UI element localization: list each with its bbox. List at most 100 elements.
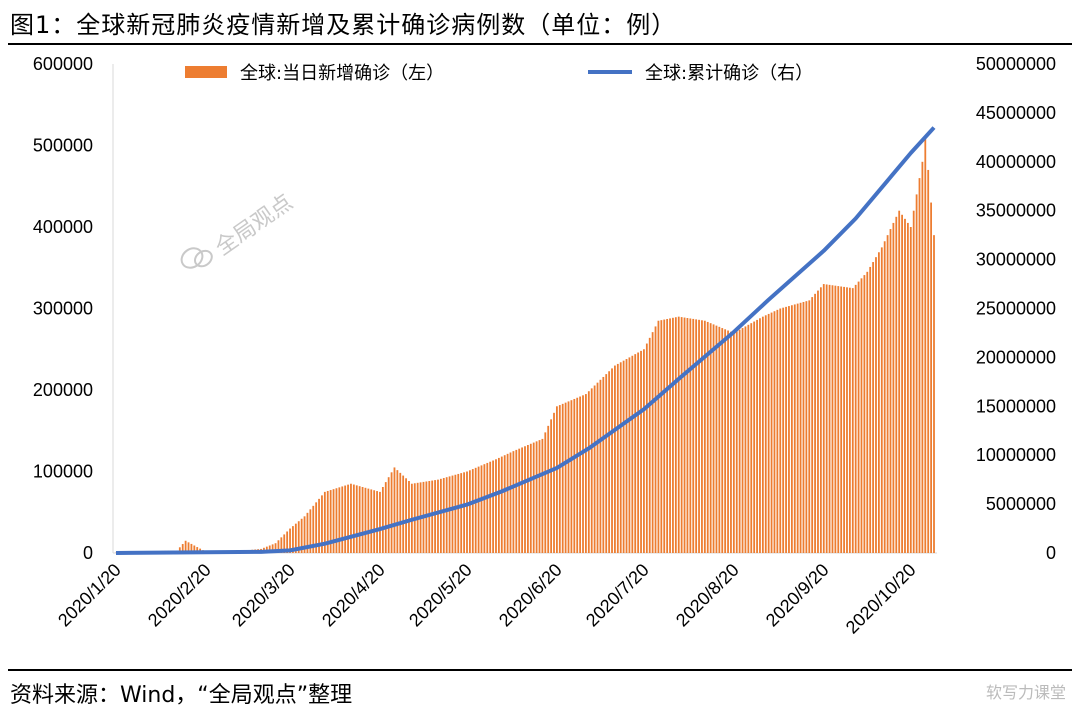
daily-new-bar bbox=[387, 477, 390, 553]
daily-new-bar bbox=[489, 461, 492, 553]
daily-new-bar bbox=[277, 540, 280, 553]
daily-new-bar bbox=[483, 464, 486, 553]
daily-new-bar bbox=[289, 528, 291, 553]
top-rule bbox=[8, 43, 1072, 45]
daily-new-bar bbox=[350, 483, 352, 553]
right-tick-label: 20000000 bbox=[976, 347, 1056, 367]
source-note: 资料来源：Wind，“全局观点”整理 bbox=[10, 683, 353, 708]
x-axis-ticks: 2020/1/20 2020/2/20 2020/3/20 2020/4/20 2020… bbox=[54, 560, 920, 638]
daily-new-bar bbox=[500, 456, 503, 553]
daily-new-bar bbox=[799, 302, 802, 553]
daily-new-bar bbox=[573, 398, 576, 553]
daily-new-bar bbox=[698, 319, 700, 553]
daily-new-bar bbox=[590, 388, 593, 553]
daily-new-bar bbox=[802, 301, 805, 553]
daily-new-bar bbox=[396, 470, 399, 553]
daily-new-bar bbox=[883, 241, 886, 553]
daily-new-bar bbox=[567, 401, 570, 553]
daily-new-bar bbox=[863, 275, 866, 553]
left-tick-label: 100000 bbox=[33, 462, 93, 482]
daily-new-bar bbox=[648, 337, 651, 553]
daily-new-bar bbox=[683, 317, 686, 553]
daily-new-bar bbox=[303, 516, 306, 553]
daily-new-bar bbox=[393, 467, 396, 553]
daily-new-bar bbox=[347, 484, 349, 553]
daily-new-bar bbox=[335, 488, 338, 553]
daily-new-bar bbox=[187, 542, 190, 553]
x-tick-label: 2020/3/20 bbox=[228, 560, 299, 631]
daily-new-bar bbox=[442, 478, 445, 553]
daily-new-bar bbox=[593, 385, 596, 553]
daily-new-bar bbox=[721, 328, 724, 553]
daily-new-bar bbox=[376, 491, 378, 553]
daily-new-bar bbox=[579, 396, 582, 553]
daily-new-bar bbox=[306, 512, 309, 553]
daily-new-bar bbox=[390, 472, 393, 553]
daily-new-bar bbox=[735, 331, 738, 553]
daily-new-bar bbox=[866, 271, 869, 553]
daily-new-bar bbox=[547, 425, 550, 553]
daily-new-bar bbox=[672, 317, 674, 553]
daily-new-bar bbox=[750, 323, 753, 553]
daily-new-bar bbox=[906, 222, 909, 554]
daily-new-bar bbox=[689, 318, 692, 553]
right-tick-label: 35000000 bbox=[976, 201, 1056, 221]
daily-new-bar bbox=[587, 391, 590, 553]
daily-new-bar bbox=[895, 216, 898, 553]
daily-new-bar bbox=[744, 326, 747, 553]
daily-new-bar bbox=[773, 311, 776, 553]
daily-new-bar bbox=[875, 257, 877, 553]
daily-new-bar bbox=[184, 540, 187, 553]
daily-new-bar bbox=[326, 490, 329, 553]
daily-new-bar bbox=[358, 486, 361, 553]
daily-new-bar bbox=[466, 471, 468, 553]
daily-new-bar bbox=[904, 218, 906, 553]
daily-new-bar bbox=[611, 368, 613, 553]
daily-new-bar bbox=[439, 478, 442, 553]
daily-new-bar bbox=[616, 363, 619, 553]
cumulative-line-path bbox=[115, 126, 936, 555]
daily-new-bar bbox=[921, 161, 924, 554]
x-tick-label: 2020/5/20 bbox=[405, 560, 476, 631]
daily-new-bar bbox=[657, 320, 660, 553]
daily-new-bar bbox=[819, 287, 822, 553]
daily-new-bar bbox=[727, 330, 729, 553]
wechat-icon bbox=[180, 247, 213, 269]
daily-new-bar bbox=[645, 343, 648, 553]
daily-new-bar bbox=[654, 326, 657, 553]
left-tick-label: 400000 bbox=[33, 217, 93, 237]
daily-new-bar bbox=[634, 354, 637, 553]
daily-new-bar bbox=[793, 304, 796, 553]
daily-new-bar bbox=[474, 467, 477, 553]
right-tick-label: 25000000 bbox=[976, 299, 1056, 319]
daily-new-bar bbox=[509, 452, 512, 553]
right-axis-ticks: 0 5000000 10000000 15000000 20000000 25000000… bbox=[976, 54, 1056, 563]
right-tick-label: 50000000 bbox=[976, 54, 1056, 74]
right-tick-label: 30000000 bbox=[976, 250, 1056, 270]
daily-new-bar bbox=[503, 455, 506, 553]
daily-new-bar bbox=[445, 477, 448, 553]
daily-new-bar bbox=[857, 281, 860, 553]
daily-new-bar bbox=[860, 278, 863, 553]
daily-new-bar bbox=[869, 266, 872, 553]
x-tick-label: 2020/6/20 bbox=[495, 560, 566, 631]
daily-new-bar bbox=[732, 332, 735, 553]
daily-new-bar bbox=[640, 350, 642, 553]
daily-new-bar bbox=[933, 235, 935, 553]
daily-new-bar bbox=[828, 284, 831, 553]
daily-new-bar bbox=[437, 479, 439, 553]
daily-new-bar bbox=[268, 545, 271, 553]
daily-new-bar bbox=[767, 313, 770, 553]
daily-new-bar bbox=[570, 400, 573, 553]
daily-new-bar bbox=[294, 523, 297, 553]
daily-new-bar bbox=[756, 319, 758, 553]
daily-new-bar bbox=[614, 365, 616, 553]
x-tick-label: 2020/10/20 bbox=[842, 560, 920, 638]
daily-new-bar bbox=[318, 498, 320, 553]
daily-new-bar bbox=[886, 235, 889, 553]
daily-new-bar bbox=[471, 469, 474, 553]
daily-new-bar bbox=[924, 137, 927, 553]
daily-new-bar bbox=[669, 318, 671, 553]
daily-new-bar bbox=[677, 316, 680, 553]
daily-new-bar bbox=[468, 470, 471, 553]
